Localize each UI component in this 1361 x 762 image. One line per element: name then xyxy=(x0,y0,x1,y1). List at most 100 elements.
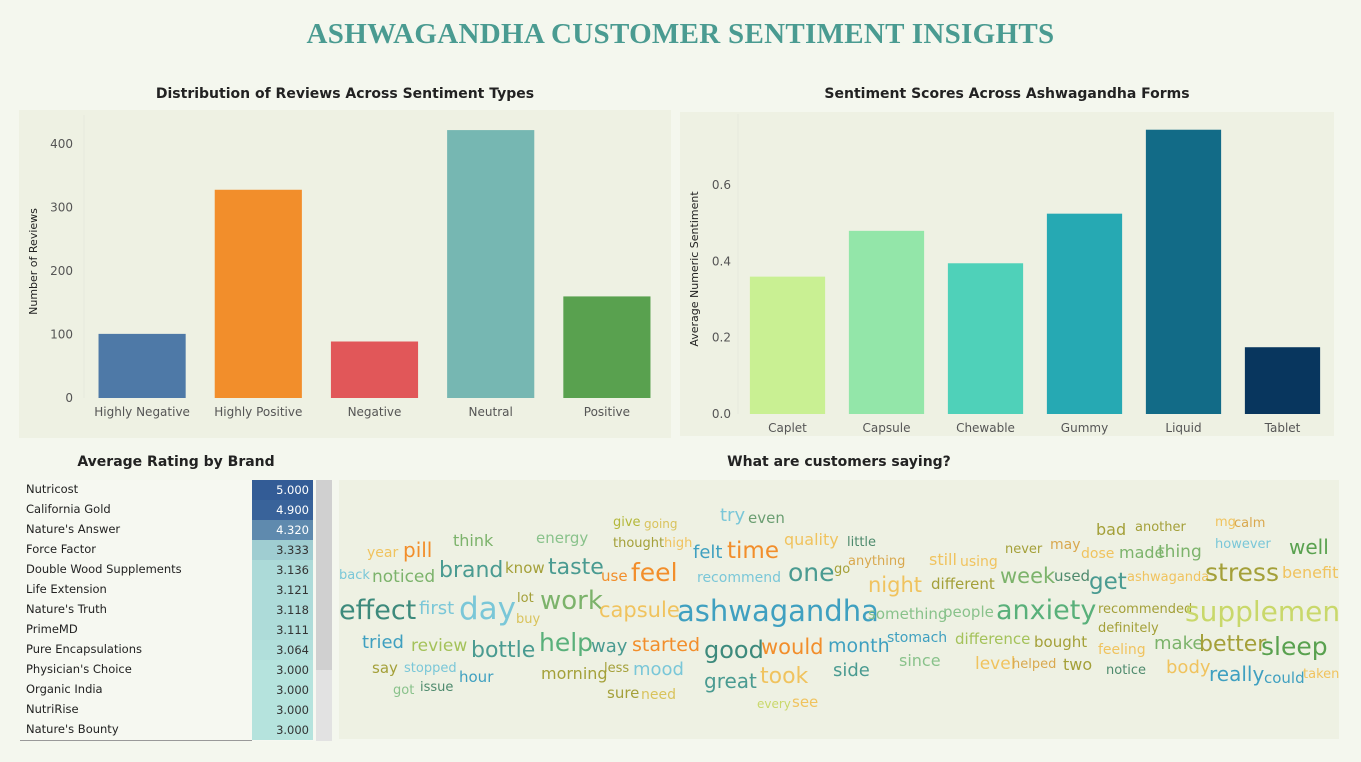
word-night[interactable]: night xyxy=(868,573,923,597)
table-row[interactable]: Double Wood Supplements 3.136 xyxy=(20,560,313,580)
word-hour[interactable]: hour xyxy=(459,668,494,686)
word-energy[interactable]: energy xyxy=(536,529,589,547)
word-work[interactable]: work xyxy=(540,586,603,616)
word-recommended[interactable]: recommended xyxy=(1098,602,1193,617)
table-row[interactable]: Nature's Bounty 3.000 xyxy=(20,720,313,740)
word-get[interactable]: get xyxy=(1089,569,1127,595)
word-little[interactable]: little xyxy=(847,535,877,550)
word-would[interactable]: would xyxy=(761,635,824,659)
word-every[interactable]: every xyxy=(757,697,791,711)
word-think[interactable]: think xyxy=(453,531,494,550)
word-started[interactable]: started xyxy=(632,634,701,656)
word-noticed[interactable]: noticed xyxy=(372,567,436,587)
word-supplement[interactable]: supplement xyxy=(1185,595,1339,628)
word-another[interactable]: another xyxy=(1135,520,1186,535)
word-stopped[interactable]: stopped xyxy=(404,661,457,676)
word-morning[interactable]: morning xyxy=(541,664,608,683)
table-row[interactable]: NutriRise 3.000 xyxy=(20,700,313,720)
word-less[interactable]: less xyxy=(604,661,630,676)
word-go[interactable]: go xyxy=(834,562,851,577)
word-say[interactable]: say xyxy=(372,659,398,677)
word-something[interactable]: something xyxy=(868,605,948,623)
word-give[interactable]: give xyxy=(613,515,641,530)
word-side[interactable]: side xyxy=(833,660,870,681)
word-people[interactable]: people xyxy=(943,603,994,621)
word-brand[interactable]: brand xyxy=(439,558,504,583)
word-mg[interactable]: mg xyxy=(1215,515,1236,530)
word-issue[interactable]: issue xyxy=(420,680,454,695)
word-need[interactable]: need xyxy=(641,687,676,703)
word-got[interactable]: got xyxy=(393,683,415,698)
form-bar-capsule[interactable] xyxy=(848,230,925,414)
word-thing[interactable]: thing xyxy=(1158,542,1202,562)
table-row[interactable]: Nutricost 5.000 xyxy=(20,480,313,500)
sentiment-bar-negative[interactable] xyxy=(330,341,419,398)
word-tried[interactable]: tried xyxy=(362,632,404,653)
word-day[interactable]: day xyxy=(459,591,517,627)
table-row[interactable]: Pure Encapsulations 3.064 xyxy=(20,640,313,660)
table-row[interactable]: Nature's Truth 3.118 xyxy=(20,600,313,620)
word-stomach[interactable]: stomach xyxy=(887,630,948,646)
form-bar-caplet[interactable] xyxy=(749,276,826,414)
word-definitely[interactable]: definitely xyxy=(1098,621,1159,636)
word-see[interactable]: see xyxy=(792,693,819,711)
word-try[interactable]: try xyxy=(720,505,746,526)
word-using[interactable]: using xyxy=(960,554,998,570)
word-time[interactable]: time xyxy=(727,538,779,564)
word-difference[interactable]: difference xyxy=(955,630,1031,648)
word-ashwagandha[interactable]: ashwagandha xyxy=(677,594,879,628)
word-stress[interactable]: stress xyxy=(1205,558,1279,587)
word-capsule[interactable]: capsule xyxy=(599,598,680,622)
word-could[interactable]: could xyxy=(1264,669,1305,687)
sentiment-bar-highly-positive[interactable] xyxy=(214,189,302,398)
word-way[interactable]: way xyxy=(591,636,628,657)
word-effect[interactable]: effect xyxy=(339,595,417,626)
word-well[interactable]: well xyxy=(1289,535,1329,559)
word-week[interactable]: week xyxy=(1000,564,1056,588)
word-know[interactable]: know xyxy=(505,559,545,577)
word-bottle[interactable]: bottle xyxy=(471,638,536,663)
word-ashwaganda[interactable]: ashwaganda xyxy=(1127,570,1210,585)
table-row[interactable]: Life Extension 3.121 xyxy=(20,580,313,600)
word-bought[interactable]: bought xyxy=(1034,633,1088,651)
word-anything[interactable]: anything xyxy=(848,554,906,569)
word-quality[interactable]: quality xyxy=(784,530,839,549)
sentiment-bar-neutral[interactable] xyxy=(447,130,535,398)
word-never[interactable]: never xyxy=(1005,542,1043,557)
word-may[interactable]: may xyxy=(1050,537,1081,553)
word-sure[interactable]: sure xyxy=(607,684,640,702)
word-make[interactable]: make xyxy=(1154,633,1204,654)
word-notice[interactable]: notice xyxy=(1106,663,1147,678)
word-taste[interactable]: taste xyxy=(548,555,604,580)
sentiment-bar-highly-negative[interactable] xyxy=(98,333,186,398)
word-month[interactable]: month xyxy=(828,635,890,657)
word-great[interactable]: great xyxy=(704,669,757,693)
word-made[interactable]: made xyxy=(1119,543,1165,562)
word-use[interactable]: use xyxy=(601,567,628,585)
word-calm[interactable]: calm xyxy=(1234,516,1266,531)
word-even[interactable]: even xyxy=(748,509,785,527)
table-row[interactable]: PrimeMD 3.111 xyxy=(20,620,313,640)
form-bar-gummy[interactable] xyxy=(1046,213,1123,414)
word-since[interactable]: since xyxy=(899,651,941,670)
word-bad[interactable]: bad xyxy=(1096,520,1127,539)
word-review[interactable]: review xyxy=(411,636,468,656)
word-benefit[interactable]: benefit xyxy=(1282,563,1339,582)
word-help[interactable]: help xyxy=(539,628,594,657)
word-anxiety[interactable]: anxiety xyxy=(996,595,1097,626)
word-took[interactable]: took xyxy=(760,664,809,689)
word-thought[interactable]: thought xyxy=(613,536,665,551)
table-scrollbar-thumb[interactable] xyxy=(316,480,332,670)
form-bar-chewable[interactable] xyxy=(947,263,1024,414)
word-different[interactable]: different xyxy=(931,575,995,593)
word-good[interactable]: good xyxy=(704,636,764,664)
word-body[interactable]: body xyxy=(1166,657,1211,678)
word-first[interactable]: first xyxy=(419,598,455,619)
word-going[interactable]: going xyxy=(644,517,678,531)
word-dose[interactable]: dose xyxy=(1081,546,1115,562)
word-mood[interactable]: mood xyxy=(633,659,684,680)
table-row[interactable]: Physician's Choice 3.000 xyxy=(20,660,313,680)
word-helped[interactable]: helped xyxy=(1012,657,1057,672)
word-one[interactable]: one xyxy=(788,558,835,587)
table-row[interactable]: California Gold 4.900 xyxy=(20,500,313,520)
